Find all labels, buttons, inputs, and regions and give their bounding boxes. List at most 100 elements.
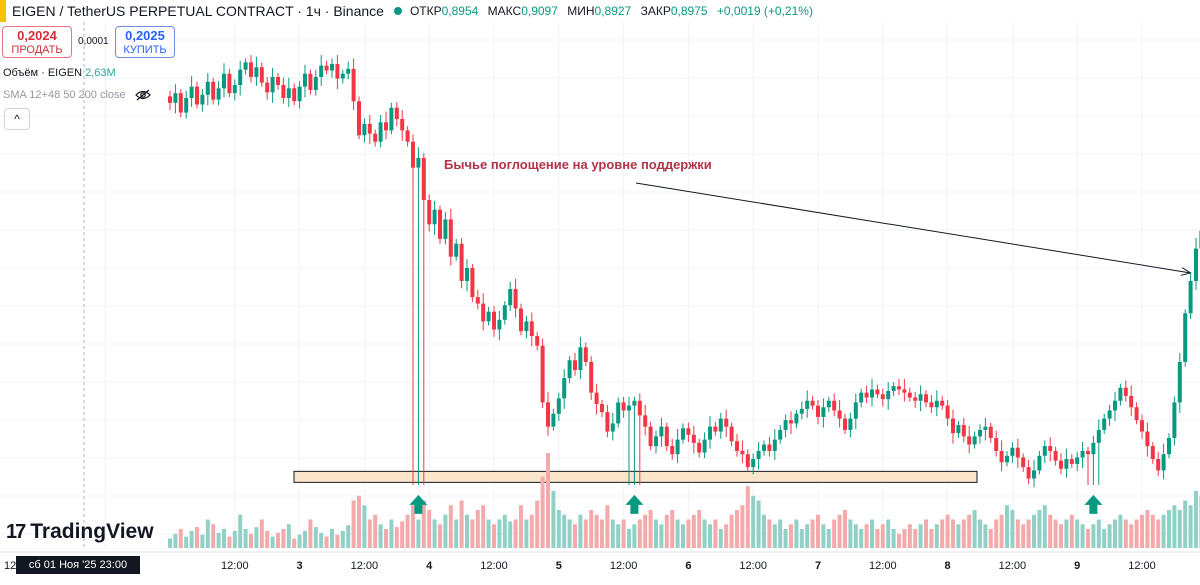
hidden-eye-icon[interactable]	[134, 89, 151, 101]
volume-bar	[1177, 510, 1182, 548]
candle	[1021, 453, 1026, 472]
volume-bar	[1150, 514, 1155, 548]
candle	[1156, 451, 1161, 477]
volume-bar	[481, 505, 486, 548]
candle	[319, 55, 324, 86]
volume-bar	[821, 524, 826, 548]
sell-button[interactable]: 0,2024 ПРОДАТЬ	[2, 26, 72, 58]
candle	[211, 77, 216, 105]
candle	[421, 153, 426, 485]
tradingview-logo-text: TradingView	[30, 520, 154, 543]
volume-bar	[610, 519, 615, 548]
candle	[999, 440, 1004, 472]
candle	[1015, 438, 1020, 468]
candle	[475, 289, 480, 310]
volume-bar	[961, 519, 966, 548]
volume-bar	[367, 519, 372, 548]
volume-bar	[1021, 524, 1026, 548]
candle	[994, 430, 999, 457]
volume-bar	[880, 524, 885, 548]
volume-bar	[767, 519, 772, 548]
volume-bar	[659, 524, 664, 548]
volume-bar	[578, 514, 583, 548]
volume-bar	[837, 514, 842, 548]
candle	[481, 293, 486, 331]
volume-bar	[1005, 505, 1009, 548]
candle	[189, 76, 194, 107]
volume-bar	[967, 514, 972, 548]
candle	[837, 399, 842, 428]
candle	[259, 62, 264, 87]
volume-bar	[886, 519, 891, 548]
candle	[195, 81, 199, 109]
candle	[940, 395, 945, 410]
candle	[1059, 453, 1063, 475]
candle	[1134, 402, 1139, 425]
volume-bar	[573, 524, 577, 548]
candle	[875, 384, 880, 399]
candle	[870, 378, 874, 407]
volume-indicator-legend[interactable]: Объём · EIGEN 2,63M	[3, 67, 116, 79]
volume-bar	[853, 524, 858, 548]
symbol-title[interactable]: EIGEN / TetherUS PERPETUAL CONTRACT · 1ч…	[12, 3, 384, 19]
annotation-arrow	[635, 182, 1191, 274]
volume-bar	[470, 519, 475, 548]
volume-bar	[400, 521, 405, 548]
volume-bar	[664, 514, 669, 548]
volume-bar	[1129, 524, 1134, 548]
candle	[821, 398, 826, 428]
candle	[405, 126, 410, 147]
volume-bar	[313, 527, 318, 548]
volume-bar	[848, 519, 853, 548]
market-status-icon	[393, 7, 402, 15]
volume-bar	[405, 514, 410, 548]
volume-bar	[875, 529, 880, 548]
candle	[1096, 419, 1101, 485]
volume-bar	[227, 536, 232, 548]
volume-bar	[411, 505, 415, 548]
candle	[346, 61, 351, 80]
candle	[232, 79, 237, 101]
volume-bar	[756, 500, 761, 548]
candle	[686, 422, 691, 443]
annotation-arrow-head	[1180, 267, 1192, 276]
volume-bar	[567, 519, 572, 548]
candle	[843, 413, 847, 434]
candle	[810, 395, 815, 410]
candle	[886, 382, 891, 410]
candle	[1150, 442, 1155, 464]
volume-bar	[1037, 510, 1042, 548]
ohlc-high-value: 0,9097	[521, 4, 558, 18]
volume-bar	[632, 524, 637, 548]
candle	[1053, 446, 1058, 466]
volume-bar	[362, 505, 367, 548]
sma-indicator-legend[interactable]: SMA 12+48 50 200 close	[3, 89, 151, 101]
volume-bar	[945, 514, 950, 548]
candle	[330, 58, 334, 78]
candle	[972, 431, 977, 449]
symbol-logo-icon	[0, 0, 6, 22]
collapse-legend-button[interactable]: ^	[4, 108, 30, 130]
volume-bar	[303, 530, 307, 548]
volume-bar	[799, 529, 804, 548]
candle	[789, 411, 793, 434]
volume-bar	[816, 514, 820, 548]
volume-bar	[265, 530, 270, 548]
volume-bar	[870, 519, 874, 548]
candle	[551, 408, 556, 431]
volume-bar	[1188, 505, 1193, 548]
volume-bar	[740, 505, 745, 548]
volume-bar	[351, 500, 356, 548]
volume-bar	[708, 524, 712, 548]
candle	[1161, 443, 1166, 480]
candle	[832, 393, 837, 417]
candle	[340, 69, 345, 84]
candle	[816, 399, 820, 425]
candle	[443, 212, 448, 245]
candle	[978, 424, 982, 444]
x-tick-label: 12:	[4, 560, 19, 572]
candle	[627, 396, 631, 485]
ohlc-low-label: МИН	[567, 4, 595, 18]
buy-button[interactable]: 0,2025 КУПИТЬ	[115, 26, 175, 58]
